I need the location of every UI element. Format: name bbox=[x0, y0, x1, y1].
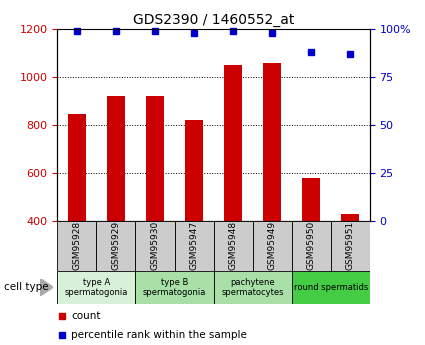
Bar bbox=[146, 96, 164, 221]
Bar bbox=[107, 96, 125, 221]
Text: GSM95929: GSM95929 bbox=[111, 221, 120, 270]
Bar bbox=[264, 63, 281, 221]
Bar bbox=[224, 65, 242, 221]
Bar bbox=[57, 221, 96, 271]
Text: GSM95949: GSM95949 bbox=[268, 221, 277, 270]
Bar bbox=[341, 214, 359, 221]
Polygon shape bbox=[40, 279, 53, 296]
Bar bbox=[303, 178, 320, 221]
Bar bbox=[57, 271, 136, 304]
Bar bbox=[68, 114, 86, 221]
Text: GSM95951: GSM95951 bbox=[346, 221, 355, 270]
Bar bbox=[96, 221, 136, 271]
Bar bbox=[185, 120, 203, 221]
Bar bbox=[331, 221, 370, 271]
Bar bbox=[252, 221, 292, 271]
Text: GSM95930: GSM95930 bbox=[150, 221, 159, 270]
Text: cell type: cell type bbox=[4, 282, 49, 292]
Text: count: count bbox=[71, 311, 101, 321]
Bar bbox=[213, 271, 292, 304]
Bar bbox=[136, 271, 213, 304]
Text: type A
spermatogonia: type A spermatogonia bbox=[65, 277, 128, 297]
Text: type B
spermatogonia: type B spermatogonia bbox=[143, 277, 206, 297]
Bar bbox=[175, 221, 213, 271]
Bar bbox=[292, 221, 331, 271]
Bar bbox=[213, 221, 252, 271]
Text: GSM95950: GSM95950 bbox=[307, 221, 316, 270]
Text: GSM95947: GSM95947 bbox=[190, 221, 198, 270]
Text: GSM95928: GSM95928 bbox=[72, 221, 82, 270]
Text: round spermatids: round spermatids bbox=[294, 283, 368, 292]
Text: GSM95948: GSM95948 bbox=[229, 221, 238, 270]
Bar bbox=[292, 271, 370, 304]
Text: percentile rank within the sample: percentile rank within the sample bbox=[71, 330, 247, 339]
Text: pachytene
spermatocytes: pachytene spermatocytes bbox=[221, 277, 284, 297]
Bar bbox=[136, 221, 175, 271]
Title: GDS2390 / 1460552_at: GDS2390 / 1460552_at bbox=[133, 13, 294, 27]
